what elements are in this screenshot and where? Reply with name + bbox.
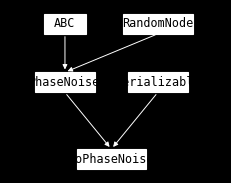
Text: ABC: ABC [54, 17, 75, 30]
FancyBboxPatch shape [35, 72, 95, 92]
Text: PhaseNoise: PhaseNoise [29, 76, 100, 89]
FancyBboxPatch shape [122, 14, 192, 34]
FancyBboxPatch shape [127, 72, 187, 92]
FancyBboxPatch shape [76, 149, 146, 169]
Text: Serializable: Serializable [115, 76, 200, 89]
Text: RandomNode: RandomNode [122, 17, 193, 30]
FancyBboxPatch shape [44, 14, 85, 34]
Text: NoPhaseNoise: NoPhaseNoise [68, 153, 153, 166]
